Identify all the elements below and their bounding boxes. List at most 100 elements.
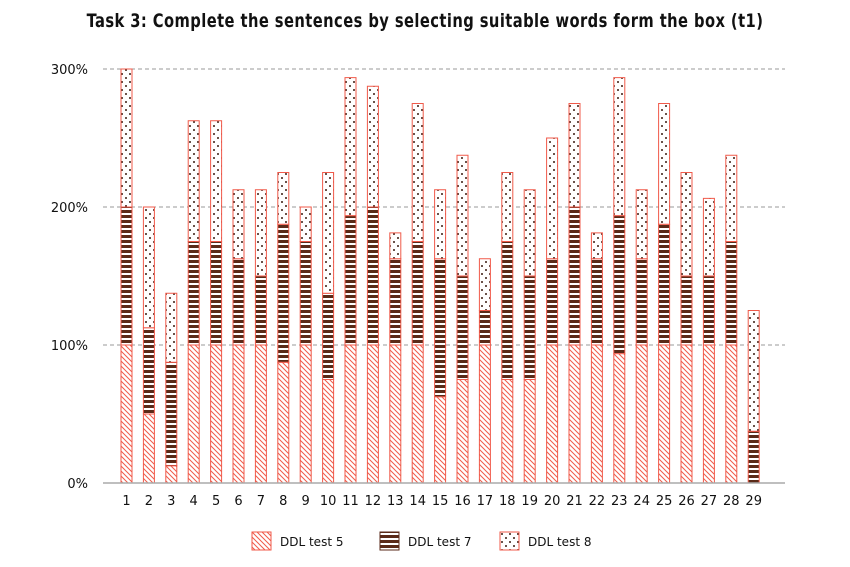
x-tick-label: 25 — [656, 494, 673, 509]
bar-segment-test7 — [478, 310, 491, 346]
bar-segment-test5 — [120, 344, 133, 484]
bar-segment-test7 — [702, 275, 715, 346]
x-tick-label: 19 — [521, 494, 538, 509]
bar-group — [613, 77, 626, 484]
bar-segment-test8 — [389, 232, 402, 260]
bar-segment-test8 — [478, 258, 491, 311]
x-tick-label: 4 — [190, 494, 198, 509]
bar-segment-test5 — [299, 344, 312, 484]
bar-group — [747, 310, 760, 484]
bar-group — [142, 206, 155, 484]
bar-segment-test8 — [210, 120, 223, 242]
bar-segment-test7 — [165, 361, 178, 467]
x-tick-label: 24 — [633, 494, 650, 509]
bar-segment-test7 — [635, 258, 648, 346]
x-tick-label: 10 — [320, 494, 337, 509]
x-tick-label: 17 — [477, 494, 494, 509]
legend-swatch-icon — [379, 531, 400, 551]
bar-segment-test5 — [613, 353, 626, 484]
bar-segment-test5 — [725, 344, 738, 484]
x-tick-label: 15 — [432, 494, 449, 509]
bar-segment-test5 — [142, 413, 155, 484]
bar-segment-test7 — [590, 258, 603, 346]
bar-segment-test8 — [120, 68, 133, 208]
bar-group — [120, 68, 133, 484]
bar-group — [590, 232, 603, 484]
x-tick-label: 1 — [122, 494, 130, 509]
bar-segment-test5 — [411, 344, 424, 484]
bar-segment-test7 — [434, 258, 447, 398]
y-tick-label: 100% — [51, 339, 88, 354]
bar-group — [232, 189, 245, 484]
bar-segment-test7 — [299, 241, 312, 346]
legend: DDL test 5 DDL test 7 DDL test 8 — [251, 531, 591, 551]
x-tick-label: 9 — [302, 494, 310, 509]
bar-group — [546, 137, 559, 484]
bar-segment-test8 — [523, 189, 536, 277]
x-tick-label: 23 — [611, 494, 628, 509]
bar-segment-test5 — [322, 379, 335, 484]
bar-segment-test5 — [232, 344, 245, 484]
bar-group — [523, 189, 536, 484]
bar-segment-test7 — [725, 241, 738, 346]
y-tick-label: 200% — [51, 201, 88, 216]
bar-segment-test5 — [478, 344, 491, 484]
bar-segment-test5 — [523, 379, 536, 484]
bar-segment-test7 — [322, 292, 335, 380]
bar-group — [389, 232, 402, 484]
bar-segment-test5 — [702, 344, 715, 484]
bar-group — [277, 172, 290, 484]
y-axis: 0% 100% 200% 300% — [51, 63, 88, 492]
bar-group — [658, 103, 671, 484]
bar-group — [165, 292, 178, 484]
y-tick-label: 300% — [51, 63, 88, 78]
x-tick-label: 7 — [257, 494, 265, 509]
bar-segment-test7 — [120, 206, 133, 346]
bar-segment-test7 — [277, 223, 290, 363]
bar-segment-test5 — [187, 344, 200, 484]
bar-segment-test7 — [747, 430, 760, 484]
chart-title: Task 3: Complete the sentences by select… — [86, 10, 764, 32]
x-tick-label: 29 — [745, 494, 762, 509]
x-tick-label: 21 — [566, 494, 583, 509]
x-tick-label: 6 — [234, 494, 242, 509]
x-tick-label: 20 — [544, 494, 561, 509]
bar-segment-test7 — [613, 215, 626, 355]
bar-segment-test5 — [389, 344, 402, 484]
x-tick-label: 13 — [387, 494, 404, 509]
bar-segment-test8 — [165, 292, 178, 363]
bar-segment-test8 — [142, 206, 155, 329]
bar-group — [434, 189, 447, 484]
bar-segment-test8 — [680, 172, 693, 277]
bar-group — [322, 172, 335, 484]
bar-segment-test8 — [590, 232, 603, 260]
bar-segment-test8 — [344, 77, 357, 217]
bar-group — [210, 120, 223, 484]
bar-segment-test5 — [680, 344, 693, 484]
bar-segment-test8 — [702, 197, 715, 277]
x-tick-label: 18 — [499, 494, 516, 509]
bar-segment-test8 — [411, 103, 424, 242]
bar-group — [456, 154, 469, 484]
bar-group — [725, 154, 738, 484]
bar-segment-test5 — [210, 344, 223, 484]
x-tick-label: 5 — [212, 494, 220, 509]
x-tick-label: 3 — [167, 494, 175, 509]
bar-segment-test8 — [434, 189, 447, 260]
bar-segment-test5 — [568, 344, 581, 484]
bar-segment-test7 — [568, 206, 581, 346]
bar-group — [187, 120, 200, 484]
bar-segment-test7 — [232, 258, 245, 346]
x-axis: 1 2 3 4 5 6 7 8 9 10 11 12 13 14 15 16 17 18 19 20 21 22 23 24 2… — [103, 482, 785, 509]
x-tick-label: 14 — [409, 494, 426, 509]
bars — [120, 68, 760, 484]
bar-segment-test5 — [546, 344, 559, 484]
bar-segment-test5 — [456, 379, 469, 484]
bar-group — [411, 103, 424, 484]
bar-segment-test5 — [501, 379, 514, 484]
x-tick-label: 22 — [589, 494, 606, 509]
bar-segment-test5 — [366, 344, 379, 484]
bar-group — [635, 189, 648, 484]
bar-segment-test5 — [434, 396, 447, 484]
